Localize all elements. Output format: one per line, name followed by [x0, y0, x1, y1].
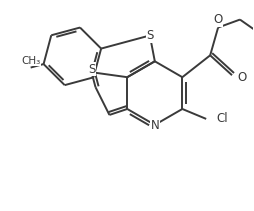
Text: S: S — [88, 63, 95, 76]
Text: Cl: Cl — [216, 112, 228, 125]
Text: O: O — [237, 71, 246, 84]
Text: S: S — [146, 29, 153, 42]
Text: O: O — [213, 13, 223, 26]
Text: CH₃: CH₃ — [21, 56, 40, 66]
Text: N: N — [150, 119, 159, 132]
